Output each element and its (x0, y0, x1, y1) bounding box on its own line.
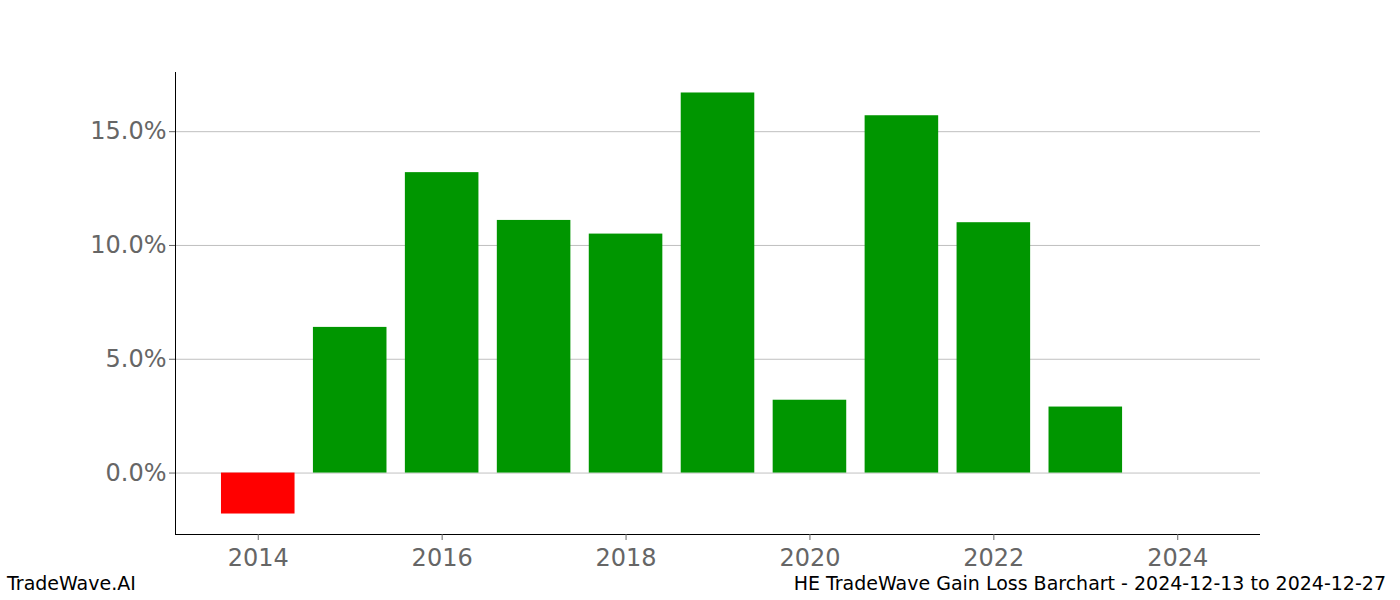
svg-text:15.0%: 15.0% (90, 117, 166, 145)
svg-text:2018: 2018 (596, 544, 657, 572)
svg-text:2020: 2020 (779, 544, 840, 572)
svg-text:5.0%: 5.0% (106, 345, 167, 373)
svg-text:2022: 2022 (963, 544, 1024, 572)
svg-text:0.0%: 0.0% (106, 459, 167, 487)
html-text:HE TradeWave Gain Loss Barchar: HE TradeWave Gain Loss Barchart - 2024-1… (793, 572, 1386, 594)
svg-text:2014: 2014 (228, 544, 289, 572)
svg-text:2024: 2024 (1147, 544, 1208, 572)
svg-text:10.0%: 10.0% (90, 231, 166, 259)
html-text:TradeWave.AI: TradeWave.AI (7, 572, 136, 594)
svg-text:2016: 2016 (412, 544, 473, 572)
